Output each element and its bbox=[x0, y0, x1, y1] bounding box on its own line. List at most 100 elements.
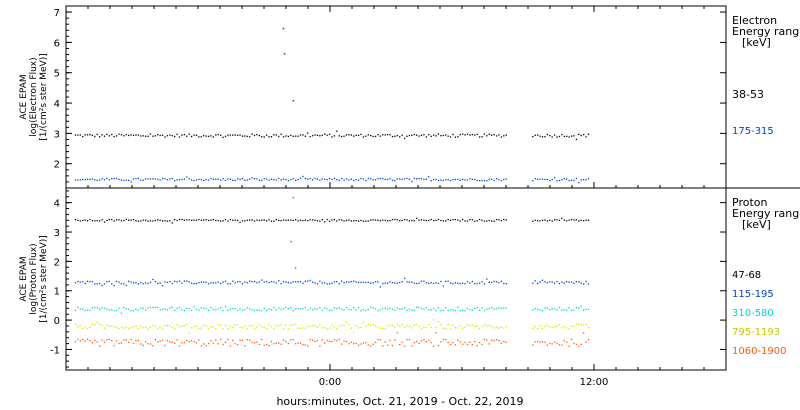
data-point bbox=[164, 281, 166, 283]
data-point bbox=[295, 179, 297, 181]
data-point bbox=[338, 307, 340, 309]
data-point bbox=[164, 344, 166, 347]
data-point bbox=[256, 282, 258, 284]
data-point bbox=[261, 338, 263, 341]
data-point bbox=[498, 282, 500, 284]
data-point bbox=[570, 309, 573, 312]
data-point bbox=[84, 178, 86, 181]
data-point bbox=[483, 338, 486, 340]
data-point bbox=[355, 324, 357, 327]
data-point bbox=[210, 282, 212, 284]
y-axis-label: ACE EPAM bbox=[19, 74, 29, 119]
data-point bbox=[345, 219, 348, 222]
data-point bbox=[178, 218, 181, 221]
data-point bbox=[396, 307, 398, 309]
data-point bbox=[534, 280, 536, 282]
data-point bbox=[360, 219, 362, 222]
data-point bbox=[338, 179, 340, 182]
data-point bbox=[478, 341, 481, 344]
data-point bbox=[232, 326, 234, 329]
data-point bbox=[428, 219, 430, 222]
data-point bbox=[452, 178, 454, 181]
data-point bbox=[474, 340, 476, 343]
data-point bbox=[556, 342, 558, 345]
data-point bbox=[292, 338, 294, 341]
series-47-68 bbox=[74, 217, 590, 224]
data-point bbox=[227, 338, 229, 341]
data-point bbox=[113, 285, 115, 287]
data-point bbox=[578, 133, 580, 136]
data-point bbox=[464, 310, 466, 312]
data-point bbox=[449, 308, 452, 311]
data-point bbox=[207, 342, 210, 345]
data-point bbox=[357, 306, 360, 309]
data-point bbox=[442, 338, 444, 341]
data-point bbox=[321, 327, 323, 329]
data-point bbox=[382, 134, 384, 136]
data-point bbox=[205, 325, 207, 327]
data-point bbox=[556, 280, 558, 283]
data-point bbox=[563, 309, 565, 311]
data-point bbox=[386, 308, 389, 310]
data-point bbox=[99, 220, 101, 222]
data-point bbox=[399, 220, 401, 222]
data-point bbox=[302, 282, 304, 284]
data-point bbox=[382, 177, 384, 180]
data-point bbox=[435, 332, 437, 334]
data-point bbox=[534, 308, 536, 310]
data-point bbox=[355, 219, 357, 222]
data-point bbox=[495, 177, 498, 180]
data-point bbox=[91, 342, 94, 344]
data-point bbox=[558, 135, 561, 138]
data-point bbox=[575, 307, 578, 309]
data-point bbox=[154, 135, 156, 137]
data-point bbox=[500, 342, 503, 344]
data-point bbox=[147, 307, 149, 309]
data-point bbox=[142, 307, 144, 310]
data-point bbox=[275, 179, 277, 181]
data-point bbox=[249, 178, 251, 180]
data-point bbox=[486, 308, 488, 310]
data-point bbox=[220, 282, 222, 285]
data-point bbox=[345, 281, 348, 283]
data-point bbox=[464, 220, 466, 222]
data-point bbox=[476, 306, 478, 309]
data-point bbox=[236, 178, 239, 180]
data-point bbox=[379, 327, 382, 329]
data-point bbox=[224, 218, 227, 221]
data-point bbox=[355, 179, 357, 181]
data-point bbox=[532, 327, 534, 330]
data-point bbox=[432, 134, 435, 136]
data-point bbox=[224, 324, 227, 327]
data-point bbox=[575, 343, 578, 345]
data-point bbox=[391, 179, 394, 181]
data-point bbox=[341, 280, 343, 282]
data-point bbox=[319, 324, 321, 326]
data-point bbox=[420, 308, 423, 310]
data-point bbox=[236, 324, 239, 326]
data-point bbox=[193, 219, 195, 221]
data-point bbox=[135, 308, 137, 311]
data-point bbox=[459, 309, 461, 312]
data-point bbox=[556, 309, 558, 311]
data-point bbox=[452, 309, 454, 311]
data-point bbox=[493, 339, 495, 342]
data-point bbox=[234, 324, 236, 326]
data-point bbox=[144, 326, 147, 328]
data-point bbox=[348, 134, 350, 136]
data-point bbox=[137, 220, 140, 222]
data-point bbox=[442, 285, 444, 287]
data-point bbox=[154, 219, 156, 222]
data-point bbox=[326, 308, 328, 310]
data-point bbox=[570, 338, 573, 341]
data-point bbox=[106, 308, 108, 310]
data-point bbox=[273, 281, 275, 283]
data-point bbox=[270, 340, 273, 343]
data-point bbox=[445, 338, 447, 341]
data-point bbox=[440, 134, 442, 137]
data-point bbox=[459, 179, 461, 181]
data-point bbox=[203, 281, 205, 283]
data-point bbox=[355, 281, 357, 283]
data-point bbox=[389, 324, 391, 326]
data-point bbox=[408, 308, 411, 310]
